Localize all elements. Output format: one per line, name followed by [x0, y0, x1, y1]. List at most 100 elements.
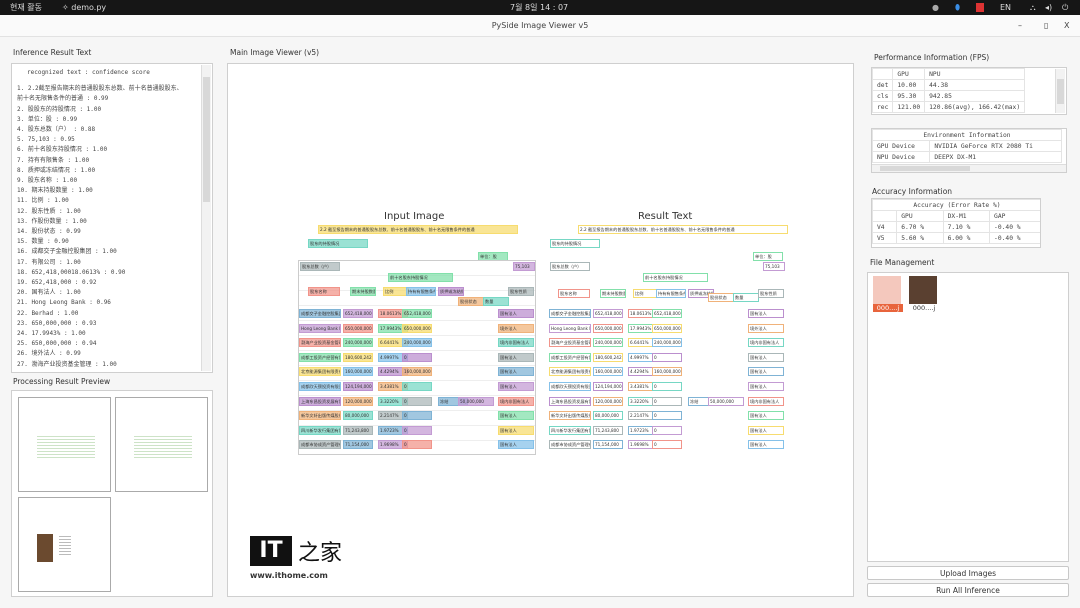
network-icon[interactable]: ⛬: [1030, 3, 1036, 12]
ocr-box: 80,000,000: [343, 411, 373, 421]
ocr-line: 6. 前十名股东持股情况 : 1.00: [17, 146, 108, 154]
ocr-box: 124,194,000: [343, 382, 373, 391]
ocr-line: 24. 17.9943% : 1.00: [17, 330, 86, 338]
viewer-label: Main Image Viewer (v5): [230, 48, 320, 57]
file-item[interactable]: 000....j: [873, 276, 903, 312]
preview-label: Processing Result Preview: [13, 377, 111, 386]
ocr-box: 160,000,000: [593, 367, 623, 377]
ocr-box: 境内非国有法人: [498, 338, 534, 348]
ocr-line: 18. 652,418,00018.0613% : 0.90: [17, 268, 126, 276]
ocr-box: 71,243,800: [343, 425, 373, 435]
ocr-box: 成都交子金融控股集团有限公司: [549, 309, 591, 318]
inference-result-text[interactable]: recognized text : confidence score 1. 2.…: [11, 63, 213, 373]
ocr-box: 单位：股: [753, 252, 783, 261]
ocr-box: 成都工投资产经营有限公司: [549, 352, 591, 362]
ocr-line: 15. 数量 : 0.90: [17, 238, 69, 246]
ocr-box: 240,000,000: [402, 338, 432, 348]
table-cell: V5: [872, 232, 898, 244]
activities-button[interactable]: 현재 활동: [10, 3, 42, 12]
table-row: rec 121.00 120.86(avg), 166.42(max): [872, 101, 1026, 113]
language-indicator[interactable]: EN: [1000, 3, 1012, 12]
ocr-box: 股东的持股情况: [308, 239, 368, 248]
table-cell: NVIDIA GeForce RTX 2080 Ti: [929, 140, 1062, 152]
ocr-box: 120,000,000: [343, 396, 373, 406]
column-header: [872, 210, 898, 222]
volume-icon[interactable]: ◂): [1045, 3, 1053, 12]
ocr-box: 四川新华发行集团有限公司: [299, 425, 341, 435]
shield-icon[interactable]: ⬮: [955, 3, 961, 12]
tray-icon[interactable]: ●: [932, 3, 939, 12]
minimize-button[interactable]: –: [1018, 21, 1022, 30]
inference-label: Inference Result Text: [13, 48, 92, 57]
app-menu[interactable]: ✧ demo.py: [62, 0, 106, 15]
ocr-box: 境内非国有法人: [748, 338, 784, 348]
power-icon[interactable]: ⏻: [1062, 3, 1069, 12]
result-text-title: Result Text: [638, 211, 693, 222]
performance-scrollbar[interactable]: [1055, 69, 1065, 113]
ocr-box: 160,000,000: [402, 367, 432, 377]
table-title: Accuracy (Error Rate %): [872, 199, 1040, 211]
performance-label: Performance Information (FPS): [874, 53, 990, 62]
preview-thumbnail[interactable]: [115, 397, 208, 492]
ocr-box: 71,154,000: [593, 440, 623, 450]
ocr-box: 境外法人: [748, 323, 784, 333]
window-title-bar: PySide Image Viewer v5 – ▯ X: [0, 15, 1080, 37]
file-item[interactable]: 000....j: [909, 276, 939, 312]
upload-images-button[interactable]: Upload Images: [867, 566, 1069, 580]
ocr-box: 渤海产业投资基金管理有限公司: [299, 338, 341, 348]
ocr-box: 国有法人: [748, 411, 784, 421]
ocr-box: 0: [402, 352, 432, 362]
ocr-box: 652,418,000: [652, 309, 682, 318]
accuracy-label: Accuracy Information: [872, 187, 953, 196]
close-button[interactable]: X: [1064, 21, 1070, 30]
ocr-box: 股东的持股情况: [550, 239, 600, 248]
ocr-box: 2.2 截至报告期末的普通股股东总数、前十名普通股股东、前十名无限售条件的普通: [578, 225, 788, 234]
ocr-line: 8. 质押或冻结情况 : 1.00: [17, 166, 96, 174]
ocr-line: 5. 75,103 : 0.95: [17, 136, 75, 144]
app-name: demo.py: [71, 3, 107, 12]
ocr-box: 650,000,000: [593, 323, 623, 333]
ocr-line: 3. 单位：股 : 0.99: [17, 115, 78, 123]
table-cell: 7.10 %: [942, 221, 991, 233]
record-icon[interactable]: [976, 3, 984, 12]
ocr-line: 17. 有限公司 : 1.00: [17, 258, 81, 266]
ocr-box: 0: [652, 396, 682, 406]
table-title-row: Environment Information: [872, 129, 1062, 141]
ocr-box: 652,418,000: [343, 309, 373, 318]
file-thumbnail: [873, 276, 901, 304]
ocr-box: 境外法人: [498, 323, 534, 333]
ocr-line: 10. 期末持股数量 : 1.00: [17, 187, 93, 195]
column-header: DX-M1: [942, 210, 991, 222]
ocr-line: 22. Berhad : 1.00: [17, 309, 79, 317]
header-row: GPU DX-M1 GAP: [872, 210, 1040, 222]
file-thumbnail: [909, 276, 937, 304]
maximize-button[interactable]: ▯: [1044, 21, 1049, 30]
ocr-line: 13. 作股份数量 : 1.00: [17, 217, 87, 225]
table-title: Environment Information: [872, 129, 1062, 141]
run-all-inference-button[interactable]: Run All Inference: [867, 583, 1069, 597]
clock[interactable]: 7월 8일 14 : 07: [510, 3, 569, 12]
file-list[interactable]: 000....j 000....j: [867, 272, 1069, 562]
table-row: GPU Device NVIDIA GeForce RTX 2080 Ti: [872, 140, 1062, 152]
ocr-box: 北京能源集团有限责任公司: [299, 367, 341, 377]
performance-table[interactable]: GPU NPU det 10.00 44.38 cls 95.30 942.85 rec 121.…: [871, 67, 1067, 115]
ocr-box: 0: [402, 440, 432, 450]
column-header: NPU: [924, 68, 1026, 80]
table-cell: -0.40 %: [989, 232, 1040, 244]
table-cell: GPU Device: [872, 140, 931, 152]
environment-table[interactable]: Environment Information GPU Device NVIDIA …: [871, 128, 1067, 173]
accuracy-table[interactable]: Accuracy (Error Rate %) GPU DX-M1 GAP V4 6.70…: [871, 198, 1041, 248]
column-header: [872, 68, 894, 80]
ocr-box: 前十名股东持股情况: [388, 273, 453, 282]
ocr-box: 境内非国有法人: [498, 396, 534, 406]
table-row: det 10.00 44.38: [872, 79, 1026, 91]
table-cell: 120.86(avg), 166.42(max): [924, 101, 1026, 113]
system-top-bar: 현재 활동 ✧ demo.py 7월 8일 14 : 07 ● ⬮ EN ⛬ ◂…: [0, 0, 1080, 15]
ocr-scrollbar[interactable]: [201, 65, 211, 371]
ocr-box: 124,194,000: [593, 382, 623, 391]
environment-scrollbar[interactable]: [872, 164, 1066, 172]
preview-thumbnail[interactable]: [18, 497, 111, 592]
ocr-box: 0: [652, 440, 682, 450]
ocr-box: 75,103: [763, 262, 785, 271]
preview-thumbnail[interactable]: [18, 397, 111, 492]
